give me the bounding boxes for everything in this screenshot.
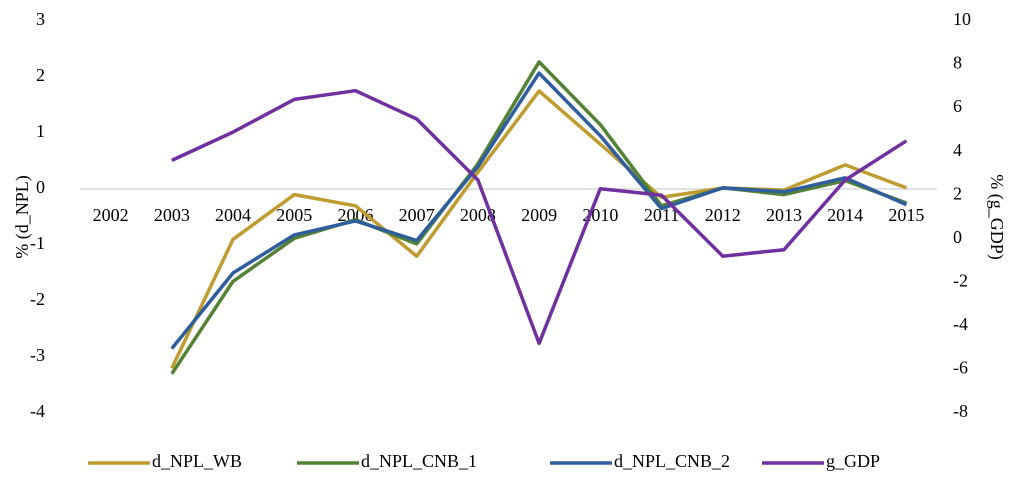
y2-tick-label: -4 (953, 314, 968, 334)
y-tick-label: -2 (30, 289, 45, 309)
legend-label: g_GDP (826, 451, 880, 471)
x-tick-label: 2003 (154, 205, 190, 225)
y-axis-label: % (d_NPL) (12, 175, 33, 259)
x-tick-label: 2002 (93, 205, 129, 225)
y2-tick-label: 10 (953, 9, 971, 29)
x-tick-label: 2009 (521, 205, 557, 225)
y2-tick-label: 2 (953, 183, 962, 203)
x-tick-label: 2012 (705, 205, 741, 225)
y-tick-label: -1 (30, 233, 45, 253)
y2-tick-label: 0 (953, 227, 962, 247)
series-line (170, 89, 908, 369)
legend-label: d_NPL_WB (152, 451, 242, 471)
y-tick-label: 3 (36, 9, 45, 29)
x-tick-label: 2004 (215, 205, 251, 225)
y-tick-label: 1 (36, 121, 45, 141)
y2-axis-label: % (g_GDP) (986, 174, 1007, 260)
x-tick-label: 2006 (337, 205, 373, 225)
series-line (171, 88, 908, 346)
x-tick-label: 2007 (399, 205, 435, 225)
y-tick-label: 0 (36, 177, 45, 197)
y-tick-label: -4 (30, 401, 45, 421)
x-tick-label: 2014 (827, 205, 863, 225)
y2-tick-label: 6 (953, 96, 962, 116)
series-line (170, 71, 908, 350)
series-line (170, 60, 908, 375)
y2-tick-label: 8 (953, 53, 962, 73)
y2-tick-label: 4 (953, 140, 962, 160)
y-tick-label: -3 (30, 345, 45, 365)
y-tick-label: 2 (36, 65, 45, 85)
y2-tick-label: -6 (953, 358, 968, 378)
y2-tick-label: -2 (953, 270, 968, 290)
x-tick-label: 2015 (888, 205, 924, 225)
legend-label: d_NPL_CNB_1 (361, 451, 477, 471)
x-tick-label: 2005 (276, 205, 312, 225)
x-tick-label: 2011 (644, 205, 679, 225)
y2-tick-label: -8 (953, 401, 968, 421)
x-tick-label: 2008 (460, 205, 496, 225)
x-tick-label: 2013 (766, 205, 802, 225)
legend-label: d_NPL_CNB_2 (614, 451, 730, 471)
